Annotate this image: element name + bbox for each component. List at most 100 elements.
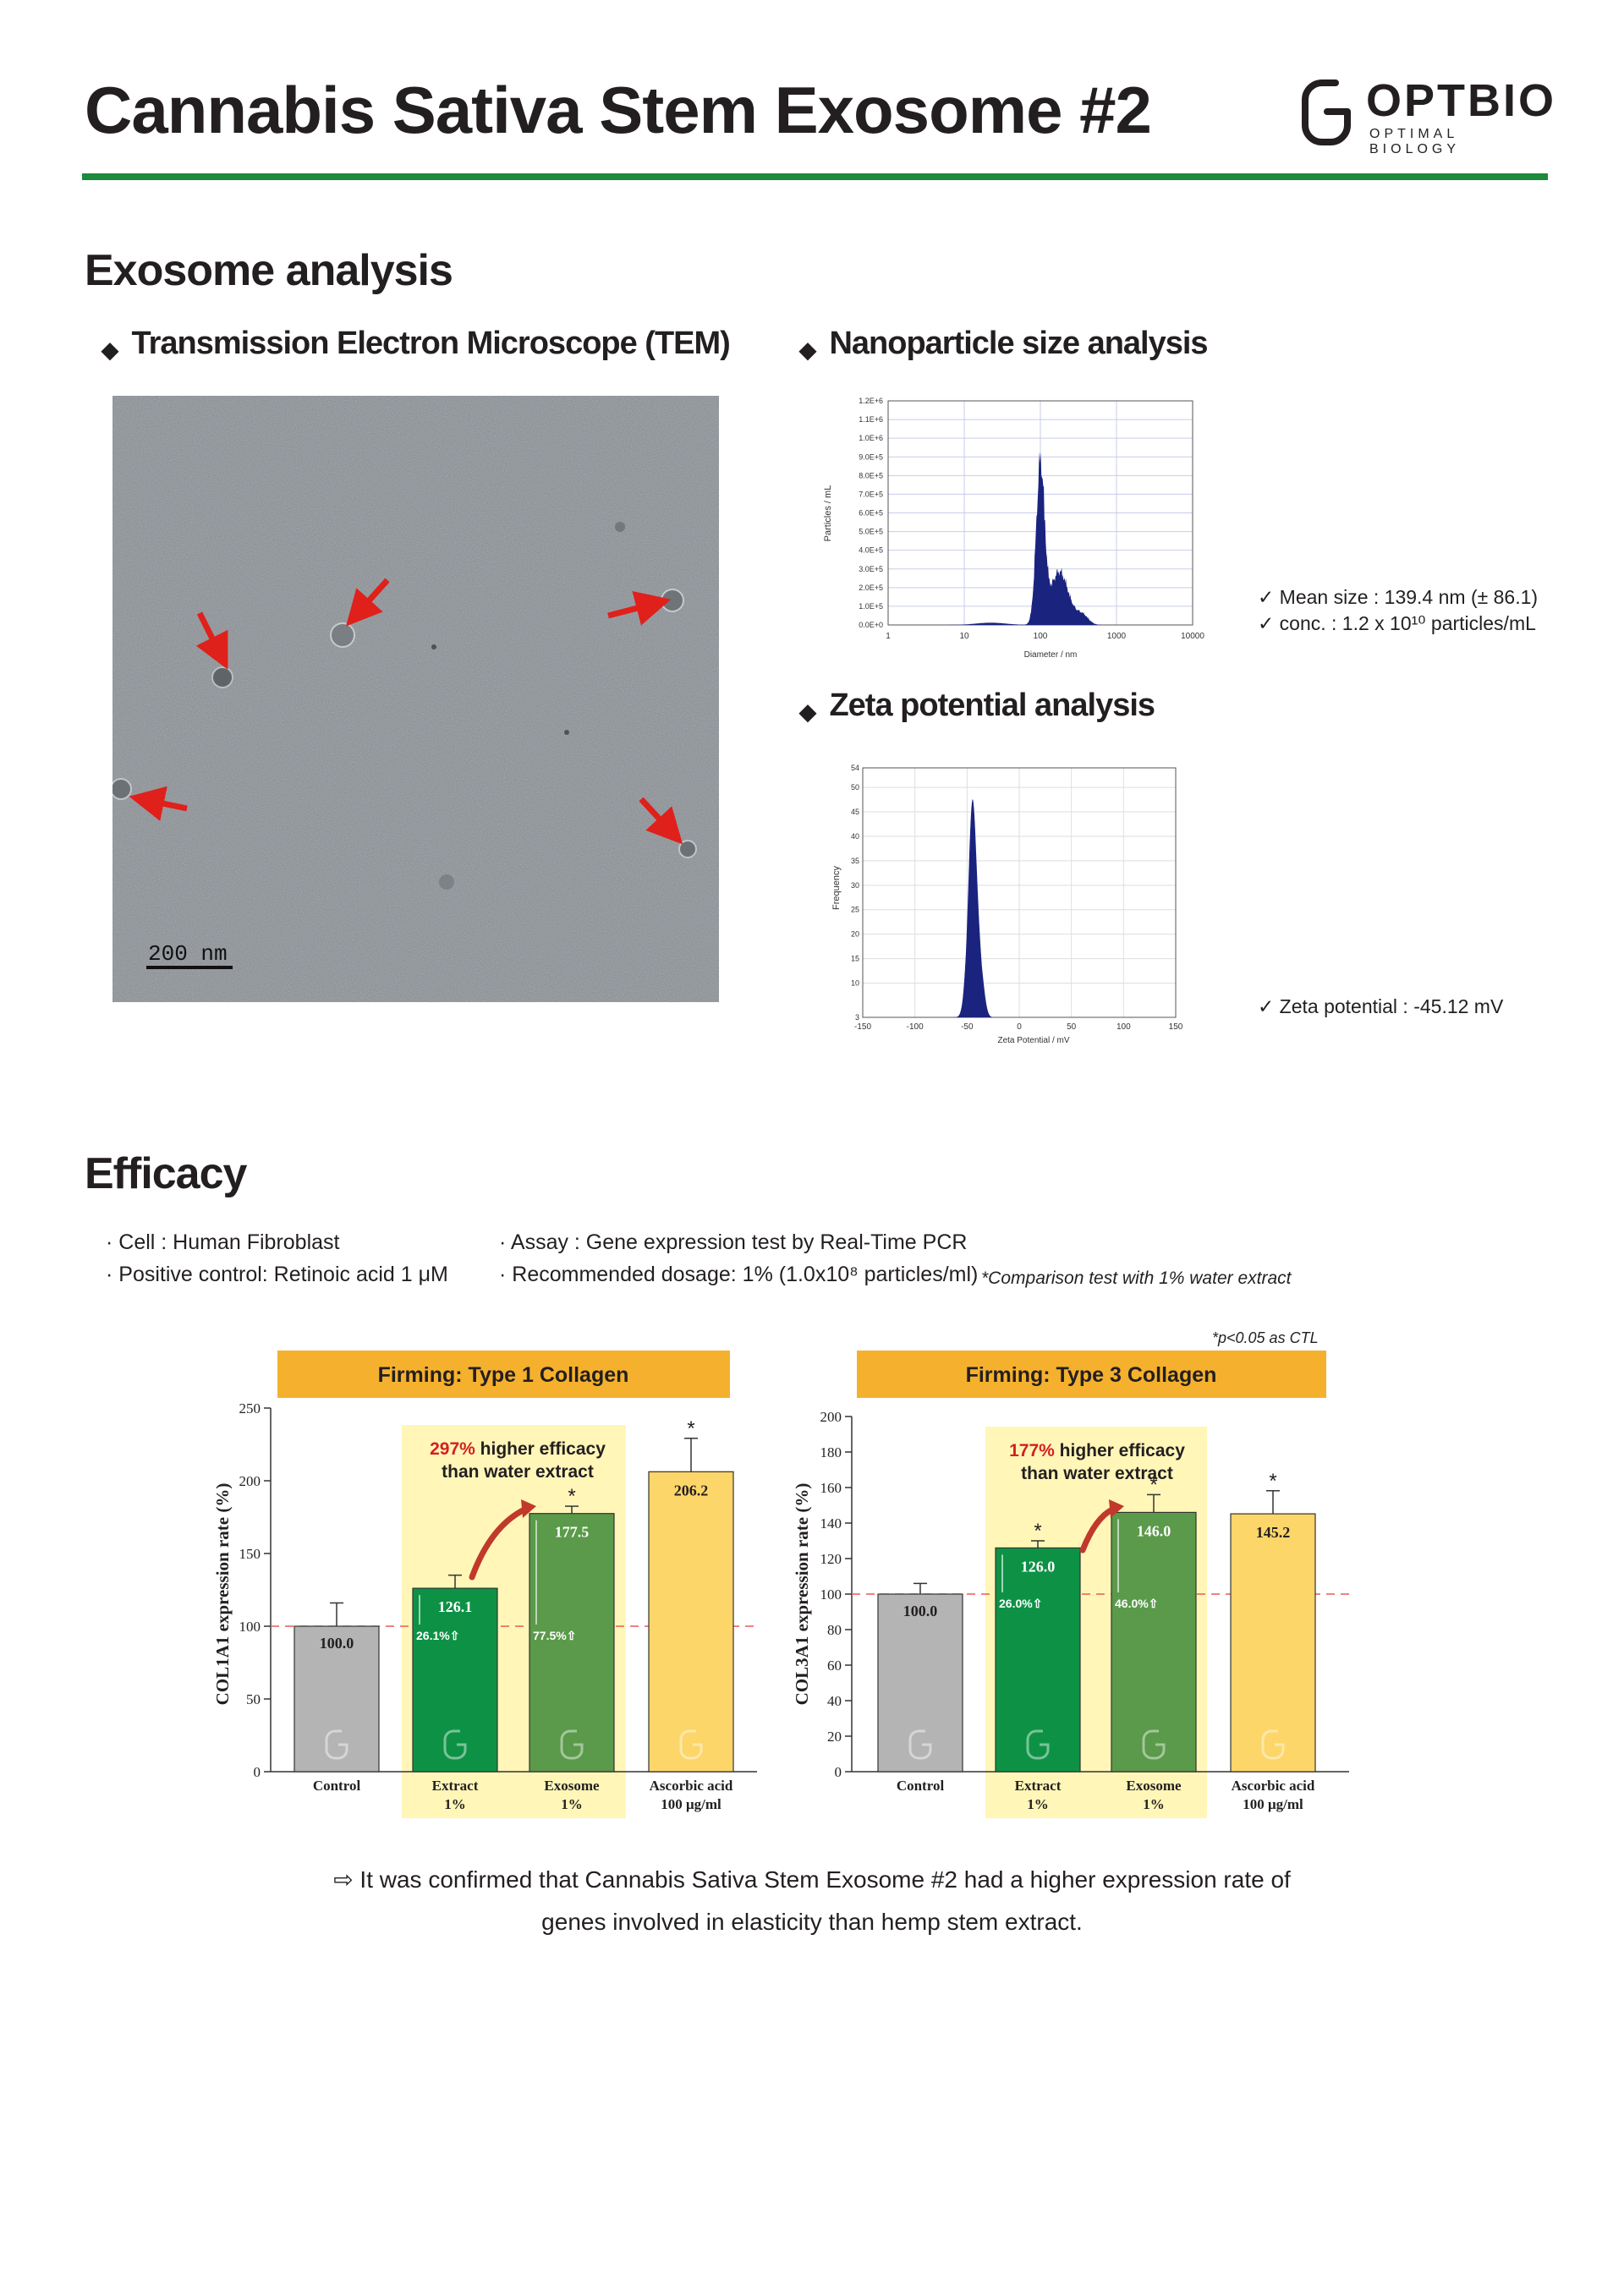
- zeta-x-tick-label: -100: [907, 1022, 924, 1032]
- diamond-bullet-icon: ◆: [799, 699, 816, 725]
- col3a1-significance-star: *: [1149, 1473, 1157, 1496]
- zeta-x-tick-label: 0: [1017, 1022, 1022, 1032]
- col3a1-y-axis-label: COL3A1 expression rate (%): [792, 1483, 812, 1706]
- zeta-x-tick-label: 100: [1116, 1022, 1131, 1032]
- tem-heading-row: ◆ Transmission Electron Microscope (TEM): [102, 326, 731, 363]
- col1a1-value-label: 100.0: [320, 1635, 354, 1652]
- col3a1-category-label: Exosome: [1126, 1778, 1182, 1794]
- nta-y-tick-label: 3.0E+5: [859, 565, 883, 573]
- zeta-y-tick-label: 3: [855, 1013, 859, 1022]
- col1a1-chart: Firming: Type 1 Collagen 0 50 100 150 200 250…: [212, 1351, 757, 1818]
- col3a1-title-banner: [857, 1351, 1326, 1398]
- col1a1-y-tick-label: 100: [239, 1619, 261, 1635]
- diamond-bullet-icon: ◆: [102, 337, 118, 363]
- col3a1-curved-arrow-head-icon: [1109, 1499, 1124, 1518]
- conclusion-line-1: ⇨ It was confirmed that Cannabis Sativa …: [333, 1866, 1291, 1893]
- nta-distribution-series: [941, 452, 1163, 625]
- col3a1-y-tick-label: 100: [820, 1586, 842, 1603]
- col1a1-bar: [529, 1513, 615, 1773]
- col1a1-y-tick-label: 200: [239, 1473, 261, 1489]
- zeta-y-tick-label: 20: [851, 930, 859, 939]
- col3a1-curved-arrow-icon: [1079, 1506, 1116, 1553]
- nta-x-tick-label: 10000: [1181, 632, 1204, 641]
- nta-y-tick-label: 8.0E+5: [859, 471, 883, 479]
- nta-heading-row: ◆ Nanoparticle size analysis: [799, 326, 1209, 363]
- col1a1-y-tick-label: 150: [239, 1546, 261, 1562]
- col3a1-category-label: 1%: [1027, 1796, 1049, 1812]
- col3a1-y-tick-label: 60: [827, 1658, 842, 1674]
- watermark-logo-icon: [679, 1729, 703, 1760]
- col1a1-curved-arrow-head-icon: [521, 1499, 536, 1518]
- col3a1-category-label: 100 μg/ml: [1243, 1796, 1303, 1812]
- col3a1-y-tick-label: 20: [827, 1729, 842, 1745]
- page-title: Cannabis Sativa Stem Exosome #2: [85, 73, 1152, 147]
- nta-x-tick-label: 10: [959, 632, 969, 641]
- zeta-x-tick-label: -150: [854, 1022, 871, 1032]
- nta-y-axis-label: Particles / mL: [823, 485, 833, 542]
- col1a1-bar: [412, 1587, 498, 1773]
- exosome-analysis-heading: Exosome analysis: [85, 246, 453, 295]
- col3a1-y-tick-label: 200: [820, 1409, 842, 1425]
- nta-y-tick-label: 1.2E+6: [859, 397, 883, 405]
- dosage-detail: · Recommended dosage: 1% (1.0x10⁸ partic…: [499, 1263, 979, 1286]
- col3a1-category-label: Extract: [1015, 1778, 1062, 1794]
- logo-tagline: OPTIMAL BIOLOGY: [1369, 127, 1461, 156]
- col3a1-category-label: Ascorbic acid: [1232, 1778, 1315, 1794]
- zeta-heading: Zeta potential analysis: [829, 688, 1155, 723]
- col3a1-y-tick-label: 0: [835, 1764, 842, 1780]
- col1a1-category-label: Control: [313, 1778, 361, 1794]
- nta-x-axis-label: Diameter / nm: [1024, 650, 1078, 660]
- col1a1-category-label: 100 μg/ml: [661, 1796, 721, 1812]
- zeta-plot-frame: [862, 767, 1177, 1018]
- col3a1-value-label: 100.0: [903, 1603, 938, 1619]
- watermark-logo-icon: [1142, 1729, 1166, 1760]
- col3a1-y-tick-label: 160: [820, 1480, 842, 1496]
- watermark-logo-icon: [1261, 1729, 1285, 1760]
- col1a1-significance-star: *: [687, 1417, 694, 1440]
- zeta-y-tick-label: 40: [851, 832, 859, 841]
- watermark-logo-icon: [325, 1729, 348, 1760]
- col1a1-callout-line-1: 297% higher efficacy: [430, 1439, 606, 1459]
- zeta-x-ticks: -150 -100 -50 0 50 100 150: [854, 1022, 1183, 1032]
- nta-y-tick-label: 2.0E+5: [859, 584, 883, 592]
- nta-chart: 0.0E+0 1.0E+5 2.0E+5 3.0E+5 4.0E+5 5.0E+5 6.0E…: [823, 397, 1204, 660]
- col1a1-increase-label: 26.1%⇧: [416, 1629, 459, 1642]
- zeta-distribution-series: [950, 799, 992, 1017]
- col1a1-y-axis-label: COL1A1 expression rate (%): [212, 1483, 233, 1706]
- assay-detail: · Assay : Gene expression test by Real-T…: [499, 1230, 968, 1254]
- col3a1-value-label: 146.0: [1137, 1522, 1171, 1539]
- nta-x-tick-label: 100: [1034, 632, 1048, 641]
- diamond-bullet-icon: ◆: [799, 337, 816, 363]
- col3a1-chart: Firming: Type 3 Collagen 0 20 40 60 80 100 120…: [792, 1351, 1349, 1818]
- col3a1-y-tick-label: 120: [820, 1551, 842, 1567]
- zeta-chart: 3 10 15 20 25 30 35 40 45 50 54 -150 -100 -50 0 50 100 1…: [831, 764, 1183, 1045]
- tem-image: 200 nm: [110, 396, 719, 1002]
- nta-y-tick-label: 1.0E+6: [859, 434, 883, 442]
- col3a1-y-tick-label: 140: [820, 1515, 842, 1532]
- zeta-y-tick-label: 54: [851, 764, 859, 772]
- col1a1-bar: [648, 1471, 734, 1773]
- zeta-y-tick-label: 10: [851, 979, 859, 988]
- col1a1-title: Firming: Type 1 Collagen: [378, 1363, 629, 1387]
- nta-heading: Nanoparticle size analysis: [829, 326, 1208, 361]
- nta-y-tick-label: 6.0E+5: [859, 509, 883, 518]
- col3a1-callout-line-1: 177% higher efficacy: [1009, 1441, 1185, 1460]
- header-rule: [82, 173, 1548, 180]
- nta-y-ticks: 0.0E+0 1.0E+5 2.0E+5 3.0E+5 4.0E+5 5.0E+5 6.0E…: [859, 397, 883, 629]
- nta-x-tick-label: 1000: [1107, 632, 1127, 641]
- logo-word: OPTBIO: [1366, 75, 1557, 126]
- zeta-x-axis-label: Zeta Potential / mV: [997, 1036, 1069, 1045]
- comparison-note: *Comparison test with 1% water extract: [981, 1269, 1292, 1288]
- col1a1-value-label: 177.5: [555, 1524, 590, 1541]
- col3a1-title: Firming: Type 3 Collagen: [966, 1363, 1217, 1387]
- nta-y-tick-label: 7.0E+5: [859, 490, 883, 498]
- col1a1-significance-star: *: [568, 1485, 575, 1508]
- col1a1-y-tick-label: 50: [246, 1691, 261, 1707]
- cell-detail: · Cell : Human Fibroblast: [106, 1230, 340, 1254]
- nta-mean-size: ✓ Mean size : 139.4 nm (± 86.1): [1258, 586, 1539, 608]
- col1a1-category-label: Extract: [432, 1778, 479, 1794]
- nta-grid: [887, 400, 1193, 626]
- col3a1-bar: [995, 1547, 1081, 1773]
- col1a1-curved-arrow-icon: [469, 1506, 528, 1581]
- col3a1-category-label: 1%: [1143, 1796, 1165, 1812]
